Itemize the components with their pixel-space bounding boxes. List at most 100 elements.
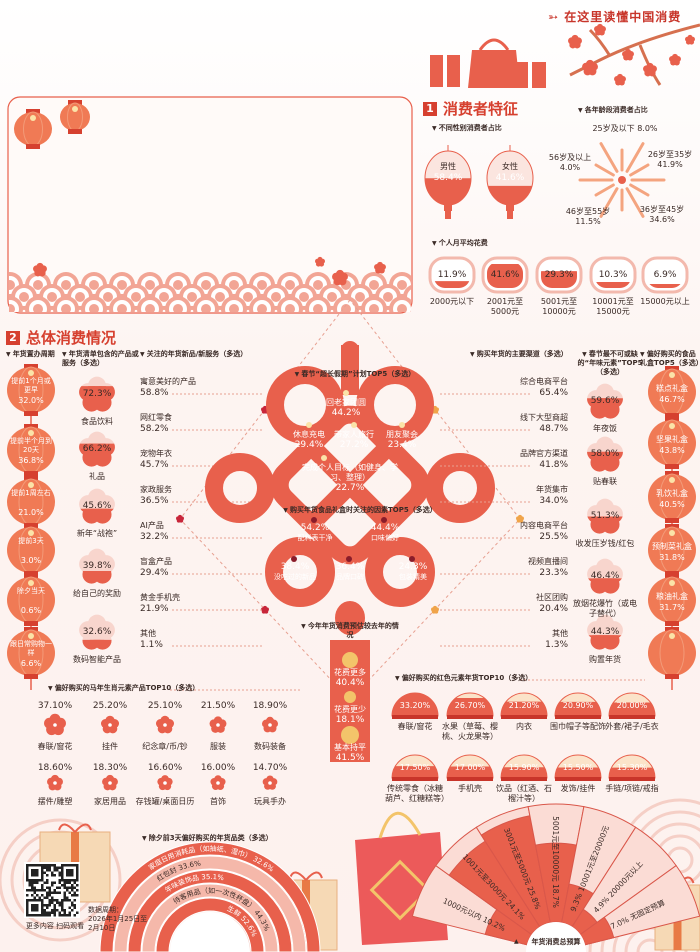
wave-arc <box>117 280 127 290</box>
chart-title: 购买年货食品礼盒时关注的因素TOP5（多选） <box>265 506 455 515</box>
fan-label: 手机壳 <box>458 784 482 793</box>
qr-module <box>41 886 44 889</box>
budget-label: 5001元至10000元 18.7% <box>551 816 560 908</box>
fan-value: 15.50% <box>562 763 594 772</box>
qr-module <box>66 871 69 874</box>
flower-dot <box>53 723 57 727</box>
qr-module <box>36 889 39 892</box>
fan-label: 手链/项链/戒指 <box>605 784 659 793</box>
qr-module <box>53 891 56 894</box>
qr-module <box>51 901 54 904</box>
qr-module <box>31 869 34 872</box>
flower-center <box>87 571 107 577</box>
lantern-light <box>669 530 675 536</box>
cloud-shape-icon <box>481 256 529 294</box>
triangle-icon: ▲ <box>514 938 519 945</box>
fan-value: 17.00% <box>454 763 486 772</box>
lantern-light <box>28 430 34 436</box>
zodiac-value: 25.20% <box>92 701 128 711</box>
flower-dot <box>163 723 167 727</box>
zodiac-label: 玩具手办 <box>254 797 286 806</box>
qr-module <box>58 911 61 914</box>
fan-rib <box>392 777 438 781</box>
qr-module <box>31 879 34 882</box>
qr-module <box>63 881 66 884</box>
coin-icon <box>342 652 358 668</box>
zodiac-value: 16.60% <box>147 763 183 773</box>
holiday-value: 27.2% <box>339 440 369 450</box>
qr-module <box>66 899 69 902</box>
flower-center <box>432 407 438 413</box>
holiday-label: 完成个人目标（如健身、学习、整理） <box>302 463 398 482</box>
plum-flower-icon <box>587 498 623 534</box>
factor-label: 配料表干净 <box>297 534 333 542</box>
fan-fill <box>392 766 438 778</box>
folding-fan-icon <box>608 692 656 719</box>
nianwei-value: 44.3% <box>590 627 620 637</box>
qr-module <box>76 911 79 914</box>
plum-flower-icon <box>587 614 623 650</box>
wave-arc <box>173 304 183 312</box>
plum-flower-icon <box>102 774 118 791</box>
folding-fan-icon <box>446 692 494 719</box>
section-1-title: 1 消费者特征 <box>423 98 518 119</box>
qr-module <box>61 914 64 917</box>
giftbox-lantern-icon <box>648 471 696 523</box>
lantern-base <box>24 571 38 576</box>
arc-band <box>113 855 307 952</box>
qr-module <box>56 909 59 912</box>
lantern-body <box>7 427 55 473</box>
qr-module <box>46 904 49 907</box>
qr-module <box>26 876 29 879</box>
qr-module <box>41 871 44 874</box>
firework-ray <box>625 142 645 173</box>
flower-center <box>595 451 615 465</box>
qr-module <box>68 874 71 877</box>
qr-module <box>38 889 41 892</box>
lantern-body <box>648 577 696 623</box>
qr-module <box>48 901 51 904</box>
hanging-lantern-icon <box>60 100 90 134</box>
estimate-value: 41.5% <box>335 753 365 763</box>
qr-module <box>63 909 66 912</box>
fan-label: 饮品（红酒、石榴汁等） <box>496 784 552 803</box>
chart-title: 各年龄段消费者占比 <box>578 106 698 115</box>
wave-arc <box>397 280 407 290</box>
firework-ray <box>599 187 619 218</box>
wave-arc <box>9 280 15 290</box>
zodiac-label: 存钱罐/桌面日历 <box>135 797 195 806</box>
flower-dot <box>268 781 272 785</box>
qr-module <box>36 874 39 877</box>
spend-label: 5001元至10000元 <box>540 297 578 316</box>
qr-module <box>46 869 49 872</box>
plum-flower-icon <box>100 715 120 734</box>
dot-marker <box>399 422 405 428</box>
zodiac-value: 16.00% <box>200 763 236 773</box>
wave-arc <box>327 292 337 302</box>
channel-label: 内容电商平台 <box>520 521 568 530</box>
plum-blossom-icon <box>643 62 657 77</box>
qr-module <box>58 871 61 874</box>
cloud-shape-icon <box>428 256 476 294</box>
qr-module <box>61 901 64 904</box>
age-label: 25岁及以下 <box>592 124 635 133</box>
lantern-light <box>28 580 34 586</box>
new-product-value: 58.2% <box>140 424 169 434</box>
channel-label: 线下大型商超 <box>520 413 568 422</box>
plum-flower-icon <box>587 558 623 594</box>
plum-blossom-icon <box>669 53 681 66</box>
chart-title: 偏好购买的食品礼盒TOP5（多选） <box>640 350 700 368</box>
cloud-shape-icon <box>535 256 583 294</box>
age-value: 8.0% <box>637 124 658 133</box>
qr-module <box>41 876 44 879</box>
qr-module <box>48 866 51 869</box>
wave-arc <box>243 292 253 302</box>
qr-module <box>43 896 46 899</box>
new-product-label: AI产品 <box>140 521 164 530</box>
qr-module <box>41 864 44 867</box>
qr-module <box>33 889 36 892</box>
zodiac-value: 25.10% <box>147 701 183 711</box>
wave-arc <box>75 292 85 302</box>
qr-module <box>36 914 39 917</box>
lantern-body <box>648 420 696 466</box>
